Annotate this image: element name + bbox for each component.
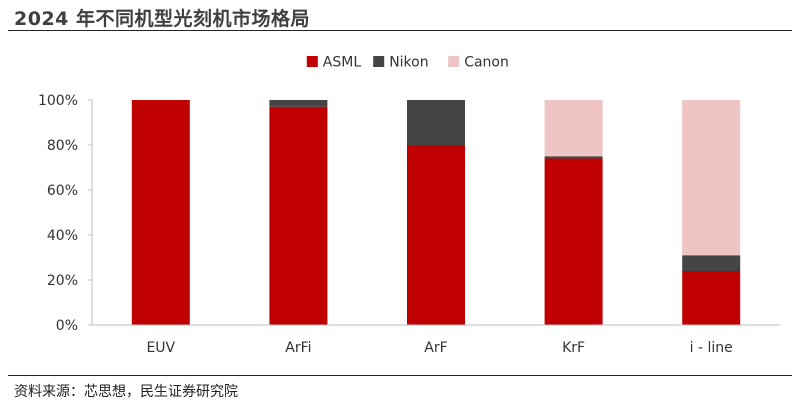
x-tick-label: KrF — [562, 340, 585, 356]
bar-segment-asml — [407, 145, 465, 325]
bar-group-3 — [544, 100, 603, 325]
legend-swatch — [306, 56, 318, 67]
legend-item-canon: Canon — [448, 55, 509, 71]
bar-segment-canon — [544, 100, 603, 157]
x-tick-label: ArF — [424, 340, 447, 356]
y-axis: 0% 20% 40% 60% 80% 100% — [38, 93, 93, 334]
bar-segment-asml — [269, 106, 328, 325]
bar-group-0 — [131, 100, 190, 325]
y-tick-label: 80% — [47, 138, 78, 154]
y-tick-label: 0% — [56, 318, 78, 334]
x-tick-label: i - line — [690, 340, 733, 356]
y-tick-label: 100% — [38, 93, 78, 109]
source-note: 资料来源：芯思想，民生证券研究院 — [14, 384, 238, 400]
bar-segment-nikon — [544, 156, 603, 159]
bar-segment-nikon — [407, 100, 465, 145]
bar-segment-nikon — [682, 255, 741, 271]
legend-swatch — [373, 56, 385, 67]
bottom-divider — [8, 375, 792, 376]
bar-segment-asml — [682, 271, 741, 325]
chart-title: 2024 年不同机型光刻机市场格局 — [14, 8, 310, 30]
stacked-bar-chart: ASML Nikon Canon 0% 20% 40% 60% 80% 100% EUV ArF… — [38, 55, 780, 356]
x-axis: EUV ArFi ArF KrF i - line — [92, 324, 780, 356]
bar-group-1 — [269, 100, 328, 325]
bars — [131, 100, 741, 325]
legend-item-asml: ASML — [306, 55, 362, 71]
bar-segment-nikon — [269, 100, 328, 107]
y-tick-label: 20% — [47, 273, 78, 289]
legend: ASML Nikon Canon — [306, 55, 509, 71]
legend-swatch — [448, 56, 460, 67]
legend-label: Nikon — [389, 55, 428, 71]
y-tick-label: 40% — [47, 228, 78, 244]
legend-label: ASML — [323, 55, 362, 71]
x-tick-label: ArFi — [285, 340, 311, 356]
bar-segment-asml — [544, 158, 603, 325]
bar-segment-asml — [131, 100, 190, 325]
legend-label: Canon — [464, 55, 509, 71]
y-tick-label: 60% — [47, 183, 78, 199]
x-tick-label: EUV — [146, 340, 175, 356]
legend-item-nikon: Nikon — [373, 55, 429, 71]
top-divider — [8, 30, 792, 31]
bar-group-4 — [682, 100, 741, 325]
bar-group-2 — [407, 100, 465, 325]
bar-segment-canon — [682, 100, 741, 256]
